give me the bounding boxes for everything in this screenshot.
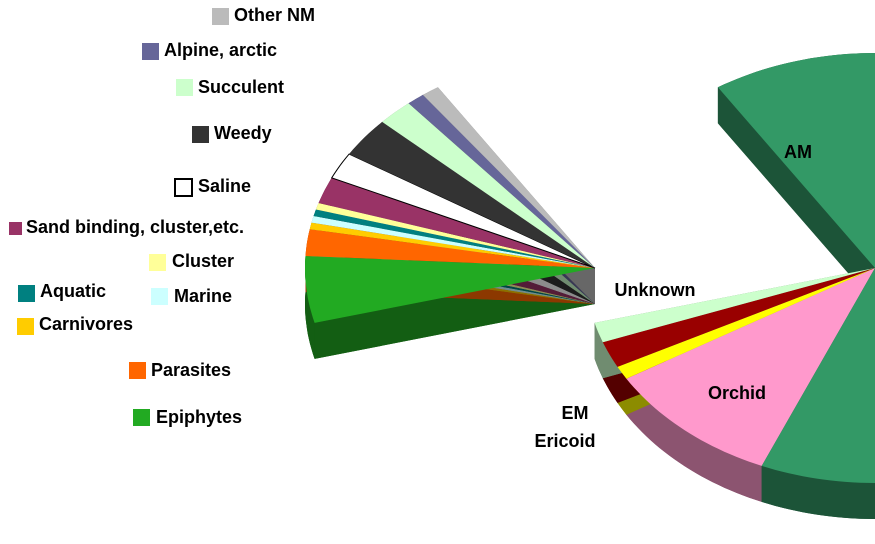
legend-swatch bbox=[212, 8, 229, 25]
legend-swatch bbox=[142, 43, 159, 60]
legend-swatch bbox=[18, 285, 35, 302]
slice bbox=[617, 268, 875, 379]
slice bbox=[305, 229, 595, 268]
legend-label: Parasites bbox=[151, 360, 231, 380]
legend-label: Weedy bbox=[214, 123, 272, 143]
slice bbox=[602, 268, 875, 367]
slice bbox=[318, 177, 595, 268]
legend-swatch bbox=[174, 178, 193, 197]
legend-label: Carnivores bbox=[39, 314, 133, 334]
slice bbox=[382, 103, 595, 268]
legend-swatch bbox=[192, 126, 209, 143]
legend-label: Cluster bbox=[172, 251, 234, 271]
legend-swatch bbox=[9, 222, 22, 235]
legend-label: Saline bbox=[198, 176, 251, 196]
slice bbox=[594, 268, 875, 343]
slice bbox=[626, 268, 875, 466]
slice-label: Unknown bbox=[615, 280, 696, 300]
legend-swatch bbox=[133, 409, 150, 426]
legend-swatch bbox=[17, 318, 34, 335]
slice bbox=[717, 53, 875, 483]
legend-label: Sand binding, cluster,etc. bbox=[26, 217, 244, 237]
slice bbox=[305, 256, 595, 323]
slice-side bbox=[626, 378, 762, 502]
legend-label: Marine bbox=[174, 286, 232, 306]
slice-side bbox=[305, 256, 315, 359]
slice bbox=[330, 153, 596, 269]
legend-label: Other NM bbox=[234, 5, 315, 25]
slice-label: EM bbox=[562, 403, 589, 423]
slice-label: AM bbox=[784, 142, 812, 162]
legend-label: Aquatic bbox=[40, 281, 106, 301]
legend-label: Succulent bbox=[198, 77, 284, 97]
slice bbox=[311, 216, 595, 268]
legend-label: Alpine, arctic bbox=[164, 40, 277, 60]
legend-swatch bbox=[149, 254, 166, 271]
slice bbox=[349, 121, 595, 269]
legend-swatch bbox=[176, 79, 193, 96]
slice bbox=[313, 209, 595, 268]
legend-swatch bbox=[129, 362, 146, 379]
legend-swatch bbox=[151, 288, 168, 305]
slice-side bbox=[717, 87, 875, 304]
slice bbox=[309, 222, 595, 268]
slice-label: Orchid bbox=[708, 383, 766, 403]
slice bbox=[316, 203, 595, 268]
slice bbox=[422, 87, 595, 268]
slice-label: Ericoid bbox=[534, 431, 595, 451]
legend-label: Epiphytes bbox=[156, 407, 242, 427]
slice bbox=[408, 94, 595, 269]
